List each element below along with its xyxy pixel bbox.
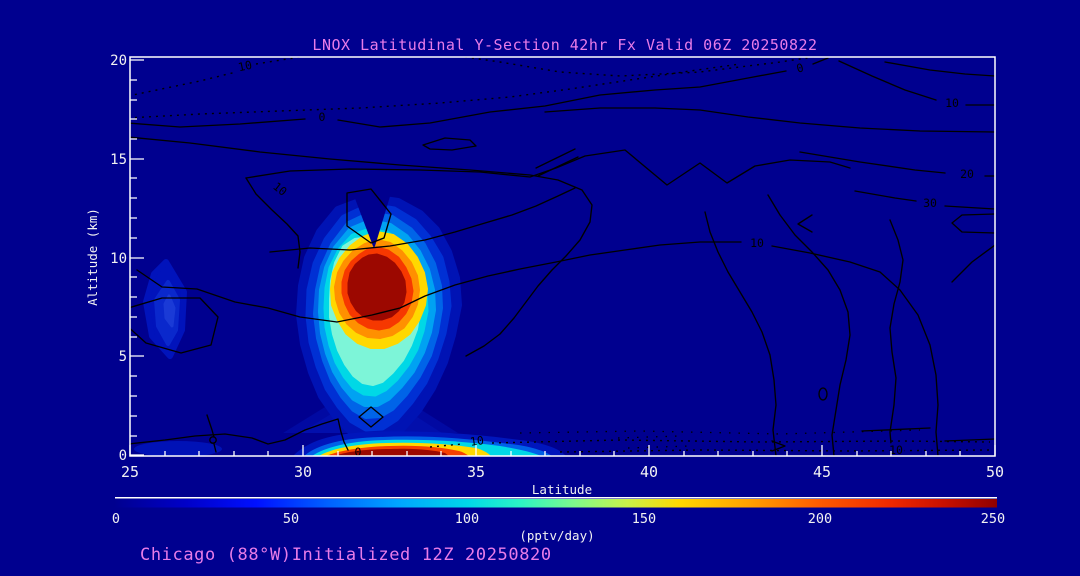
x-tick-label: 30	[294, 463, 312, 481]
y-tick-label: 15	[110, 152, 127, 168]
contour-label: 10	[750, 236, 764, 250]
x-tick-label: 50	[986, 463, 1004, 481]
x-tick-label: 35	[467, 463, 485, 481]
colorbar-tick-label: 0	[112, 511, 120, 527]
contour-label: 0	[319, 110, 326, 124]
x-axis-labels: 25 30 35 40 45 50 Latitude	[121, 463, 1004, 497]
contour-label: 0	[355, 445, 362, 459]
x-tick-label: 40	[640, 463, 658, 481]
contour-label: 10	[237, 58, 254, 75]
y-tick-label: 20	[110, 53, 127, 69]
contour-labels: 10 0 10 0 10 20 30 10 0 10 10	[234, 57, 976, 459]
y-axis-labels: 0 5 10 15 20 Altitude (km)	[85, 53, 127, 464]
colorbar: 0 50 100 150 200 250 (pptv/day)	[112, 497, 1005, 543]
plot-title: LNOX Latitudinal Y-Section 42hr Fx Valid…	[312, 36, 817, 54]
plot-frame	[129, 56, 996, 457]
contour-label: 20	[960, 167, 974, 181]
y-tick-label: 5	[119, 349, 127, 365]
y-tick-label: 0	[119, 448, 127, 464]
surface-band-fill	[293, 431, 566, 456]
y-axis-ticks	[130, 59, 144, 456]
colorbar-units-label: (pptv/day)	[519, 528, 594, 543]
colorbar-tick-label: 250	[981, 511, 1005, 527]
plume-top-notch	[353, 192, 391, 247]
colorbar-tick-label: 50	[283, 511, 299, 527]
x-tick-label: 25	[121, 463, 139, 481]
colorbar-tick-label: 150	[632, 511, 656, 527]
contour-lines	[130, 57, 995, 456]
colorbar-gradient	[115, 499, 997, 508]
x-axis-ticks	[129, 445, 996, 456]
colorbar-tick-label: 200	[808, 511, 832, 527]
colorbar-tick-label: 100	[455, 511, 479, 527]
weak-surface-left	[134, 441, 222, 456]
contour-label: 10	[469, 433, 485, 449]
x-axis-title: Latitude	[532, 482, 592, 497]
init-caption: Chicago (88°W)Initialized 12Z 20250820	[140, 545, 552, 565]
contour-label: 30	[923, 196, 937, 210]
filled-contour-field: 10 0 10 0 10 20 30 10 0 10 10	[130, 57, 995, 459]
x-tick-label: 45	[813, 463, 831, 481]
y-axis-title: Altitude (km)	[85, 208, 100, 306]
contour-label: 10	[945, 96, 959, 110]
y-tick-label: 10	[110, 251, 127, 267]
colorbar-top-edge	[115, 497, 997, 499]
